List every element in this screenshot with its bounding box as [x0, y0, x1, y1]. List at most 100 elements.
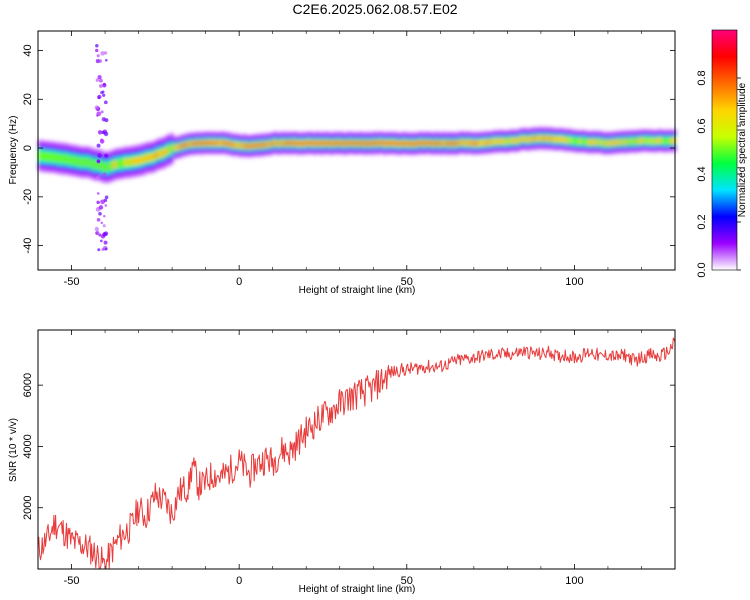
spectrogram-cell — [112, 161, 116, 169]
spectrogram-cell — [277, 140, 281, 146]
spectrogram-cell — [514, 138, 518, 144]
spectrogram-cell — [379, 141, 383, 145]
spectrogram-scatter-point — [96, 111, 102, 117]
spectrogram-cell — [309, 141, 313, 145]
spectrogram-cell — [436, 141, 440, 145]
spectrogram-cell — [321, 142, 325, 146]
spectrogram-cell — [464, 141, 468, 146]
spectrogram-cell — [285, 142, 289, 145]
spectrogram-cell — [492, 139, 496, 145]
spectrogram-cell — [200, 142, 204, 146]
spectrogram-y-tick-label: 40 — [22, 44, 34, 56]
spectrogram-cell — [70, 155, 73, 166]
spectrogram-cell — [454, 142, 458, 146]
spectrogram-cell — [184, 143, 188, 147]
spectrogram-cell — [506, 137, 510, 146]
spectrogram-cell — [581, 137, 584, 146]
colorbar-tick-label: 0.2 — [696, 214, 708, 229]
spectrogram-cell — [569, 137, 572, 143]
spectrogram-cell — [367, 141, 371, 145]
spectrogram-cell — [78, 156, 82, 167]
spectrogram-cell — [434, 141, 438, 145]
spectrogram-cell — [542, 137, 546, 141]
spectrogram-cell — [128, 157, 132, 168]
spectrogram-cell — [643, 136, 647, 145]
spectrogram-cell — [438, 142, 442, 145]
spectrogram-cell — [58, 153, 61, 164]
spectrogram-scatter-point — [100, 110, 104, 114]
spectrogram-cell — [456, 141, 460, 145]
spectrogram-cell — [424, 141, 428, 145]
spectrogram-cell — [343, 142, 347, 146]
spectrogram-cell — [188, 141, 192, 147]
spectrogram-x-tick-label: 0 — [236, 276, 242, 288]
spectrogram-cell — [72, 155, 76, 166]
spectrogram-cell — [263, 143, 267, 146]
spectrogram-y-tick-label: -20 — [22, 189, 34, 205]
spectrogram-cell — [371, 141, 375, 145]
spectrogram-cell — [460, 141, 464, 144]
spectrogram-scatter-point — [98, 233, 102, 237]
spectrogram-frame — [37, 30, 676, 271]
spectrogram-scatter-point — [102, 82, 106, 86]
spectrogram-cell — [315, 141, 319, 144]
spectrogram-cell — [164, 148, 168, 156]
spectrogram-cell — [392, 141, 395, 145]
spectrogram-scatter-point — [96, 192, 100, 195]
spectrogram-cell — [422, 142, 426, 145]
spectrogram-scatter-point — [96, 54, 100, 58]
spectrogram-cell — [253, 144, 257, 147]
spectrogram-cell — [341, 142, 345, 145]
spectrogram-cell — [154, 153, 158, 158]
spectrogram-cell — [398, 142, 401, 146]
spectrogram-cell — [381, 141, 385, 145]
spectrogram-x-axis-label: Height of straight line (km) — [299, 285, 416, 296]
spectrogram-cell — [235, 142, 238, 148]
spectrogram-cell — [255, 143, 259, 147]
spectrogram-cell — [607, 141, 611, 147]
spectrogram-scatter-point — [95, 78, 100, 82]
spectrogram-cell — [213, 141, 216, 145]
spectrogram-cell — [528, 136, 532, 142]
spectrogram-cell — [48, 152, 51, 163]
spectrogram-cell — [532, 136, 536, 140]
spectrogram-cell — [247, 144, 251, 148]
snr-x-tick-label: 0 — [236, 575, 242, 587]
spectrogram-cell — [74, 155, 78, 166]
spectrogram-x-tick-label: -50 — [64, 276, 80, 288]
spectrogram-scatter-point — [103, 100, 108, 105]
spectrogram-cell — [251, 144, 255, 148]
spectrogram-cell — [168, 144, 172, 156]
spectrogram-y-tick-label: 0 — [22, 145, 34, 151]
spectrogram-cell — [339, 141, 343, 144]
spectrogram-cell — [444, 141, 448, 145]
spectrogram-cell — [522, 136, 526, 142]
spectrogram-cell — [202, 141, 206, 145]
spectrogram-scatter-point — [96, 143, 101, 148]
spectrogram-cell — [361, 141, 365, 145]
spectrogram-cell — [329, 142, 333, 146]
spectrogram-cell — [142, 156, 146, 164]
spectrogram-cell — [327, 141, 331, 145]
spectrogram-scatter-point — [104, 58, 108, 62]
spectrogram-scatter-point — [97, 75, 102, 80]
spectrogram-cell — [120, 158, 124, 169]
spectrogram-cell — [349, 141, 353, 145]
spectrogram-cell — [442, 140, 446, 146]
spectrogram-cell — [223, 141, 226, 145]
spectrogram-cell — [548, 137, 552, 140]
spectrogram-cell — [225, 141, 228, 145]
spectrogram-x-tick-label: 50 — [401, 276, 413, 288]
spectrogram-cell — [637, 139, 641, 145]
spectrogram-cell — [337, 141, 341, 145]
spectrogram-cell — [512, 138, 516, 144]
spectrogram-cell — [587, 139, 590, 145]
spectrogram-cell — [68, 154, 71, 165]
spectrogram-cell — [62, 154, 65, 165]
spectrogram-scatter-point — [100, 221, 104, 225]
spectrogram-cell — [231, 143, 234, 147]
spectrogram-cell — [345, 142, 349, 145]
spectrogram-cell — [190, 142, 194, 145]
spectrogram-cell — [196, 141, 200, 145]
spectrogram-cell — [552, 136, 556, 142]
